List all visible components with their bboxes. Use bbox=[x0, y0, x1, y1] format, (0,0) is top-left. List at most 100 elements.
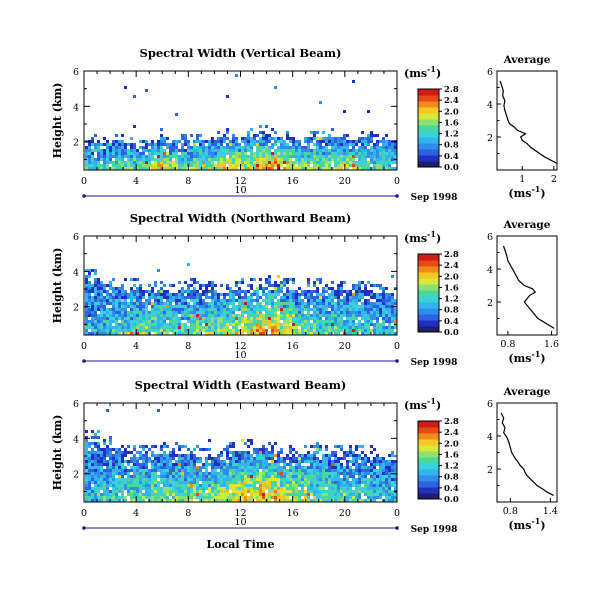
heatmap-cell bbox=[334, 493, 337, 496]
heatmap-cell bbox=[235, 299, 238, 302]
heatmap-cell bbox=[331, 293, 334, 296]
heatmap-cell bbox=[295, 302, 298, 305]
heatmap-cell bbox=[334, 290, 337, 293]
heatmap-cell bbox=[253, 463, 256, 466]
heatmap-cell bbox=[118, 311, 121, 314]
heatmap-cell bbox=[178, 326, 181, 329]
heatmap-cell bbox=[379, 332, 382, 335]
heatmap-cell bbox=[151, 481, 154, 484]
heatmap-cell bbox=[133, 317, 136, 320]
heatmap-cell bbox=[232, 323, 235, 326]
heatmap-cell bbox=[367, 308, 370, 311]
heatmap-cell bbox=[160, 445, 163, 448]
heatmap-cell bbox=[334, 314, 337, 317]
heatmap-cell bbox=[283, 484, 286, 487]
heatmap-cell bbox=[217, 323, 220, 326]
heatmap-cell bbox=[106, 332, 109, 335]
heatmap-cell bbox=[301, 167, 304, 170]
heatmap-cell bbox=[190, 326, 193, 329]
x-tick-label: 16 bbox=[287, 176, 299, 187]
heatmap-cell bbox=[196, 457, 199, 460]
heatmap-cell bbox=[307, 308, 310, 311]
heatmap-cell bbox=[358, 149, 361, 152]
heatmap-cell bbox=[232, 290, 235, 293]
heatmap-cell bbox=[217, 131, 220, 134]
heatmap-cell bbox=[124, 496, 127, 499]
average-title: Average bbox=[503, 54, 551, 66]
heatmap-cell bbox=[334, 146, 337, 149]
heatmap-cell bbox=[184, 490, 187, 493]
heatmap-cell bbox=[226, 311, 229, 314]
heatmap-cell bbox=[343, 158, 346, 161]
heatmap-cell bbox=[244, 296, 247, 299]
heatmap-cell bbox=[265, 478, 268, 481]
heatmap-cell bbox=[307, 152, 310, 155]
heatmap-cell bbox=[382, 472, 385, 475]
heatmap-cell bbox=[139, 167, 142, 170]
heatmap-cell bbox=[196, 445, 199, 448]
heatmap-cell bbox=[301, 469, 304, 472]
heatmap-cell bbox=[181, 296, 184, 299]
colorbar-tick-label: 2.4 bbox=[444, 261, 459, 271]
colorbar-segment bbox=[418, 451, 439, 458]
heatmap-cell bbox=[370, 445, 373, 448]
heatmap-cell bbox=[214, 149, 217, 152]
heatmap-cell bbox=[298, 472, 301, 475]
heatmap-cell bbox=[199, 484, 202, 487]
heatmap-cell bbox=[217, 332, 220, 335]
heatmap-cell bbox=[331, 326, 334, 329]
heatmap-cell bbox=[361, 290, 364, 293]
heatmap-cell bbox=[376, 454, 379, 457]
heatmap-cell bbox=[373, 161, 376, 164]
heatmap-cell bbox=[121, 290, 124, 293]
heatmap-cell bbox=[379, 326, 382, 329]
heatmap-cell bbox=[190, 469, 193, 472]
heatmap-cell bbox=[214, 167, 217, 170]
heatmap-cell bbox=[334, 326, 337, 329]
heatmap-cell bbox=[181, 158, 184, 161]
heatmap-cell bbox=[313, 320, 316, 323]
heatmap-cell bbox=[388, 496, 391, 499]
heatmap-cell bbox=[286, 332, 289, 335]
heatmap-cell bbox=[175, 152, 178, 155]
heatmap-cell bbox=[166, 499, 169, 502]
heatmap-cell bbox=[172, 472, 175, 475]
heatmap-cell bbox=[151, 155, 154, 158]
heatmap-cell bbox=[307, 149, 310, 152]
heatmap-cell bbox=[256, 463, 259, 466]
heatmap-cell bbox=[133, 302, 136, 305]
heatmap-cell bbox=[355, 161, 358, 164]
heatmap-cell bbox=[325, 326, 328, 329]
heatmap-cell bbox=[91, 296, 94, 299]
heatmap-cell bbox=[289, 320, 292, 323]
heatmap-cell bbox=[337, 332, 340, 335]
heatmap-cell bbox=[124, 164, 127, 167]
heatmap-cell bbox=[211, 323, 214, 326]
heatmap-cell bbox=[91, 167, 94, 170]
heatmap-cell bbox=[184, 314, 187, 317]
heatmap-cell bbox=[328, 478, 331, 481]
heatmap-cell bbox=[178, 463, 181, 466]
heatmap-cell bbox=[361, 475, 364, 478]
heatmap-cell bbox=[382, 490, 385, 493]
heatmap-cell bbox=[265, 493, 268, 496]
heatmap-cell bbox=[190, 317, 193, 320]
heatmap-cell bbox=[301, 155, 304, 158]
colorbar-segment bbox=[418, 320, 439, 327]
heatmap-cell bbox=[268, 463, 271, 466]
heatmap-cell bbox=[220, 320, 223, 323]
heatmap-cell bbox=[142, 320, 145, 323]
heatmap-cell bbox=[274, 302, 277, 305]
heatmap-cell bbox=[292, 164, 295, 167]
heatmap-cell bbox=[340, 167, 343, 170]
heatmap-cell bbox=[349, 475, 352, 478]
heatmap-cell bbox=[127, 293, 130, 296]
heatmap-cell bbox=[124, 329, 127, 332]
heatmap-cell bbox=[115, 493, 118, 496]
heatmap-cell bbox=[211, 284, 214, 287]
heatmap-cell bbox=[370, 305, 373, 308]
heatmap-cell bbox=[271, 448, 274, 451]
heatmap-cell bbox=[94, 466, 97, 469]
heatmap-cell bbox=[235, 74, 238, 77]
heatmap-cell bbox=[118, 457, 121, 460]
